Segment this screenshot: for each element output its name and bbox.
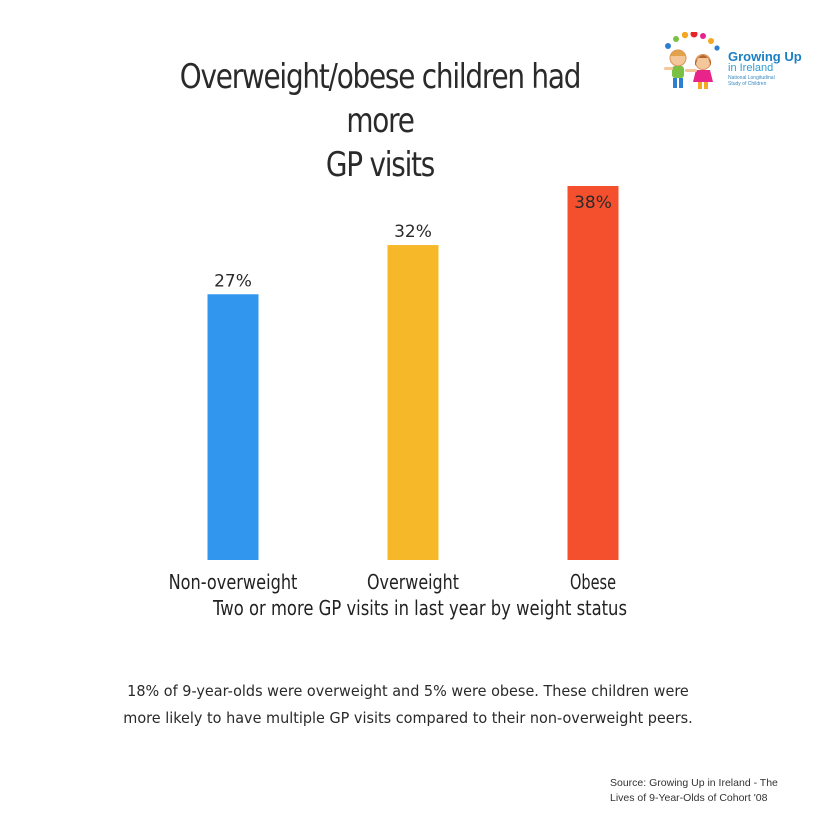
growing-up-in-ireland-logo: Growing Up in Ireland National Longitudi… <box>658 30 802 92</box>
source-line-1: Source: Growing Up in Ireland - The <box>610 777 778 789</box>
category-label-overweight: Overweight <box>367 570 459 594</box>
source-line-2: Lives of 9-Year-Olds of Cohort '08 <box>610 792 768 804</box>
children-figures-icon <box>664 30 720 89</box>
category-label-obese: Obese <box>570 570 616 594</box>
logo-name: Growing Up <box>728 49 802 64</box>
chart-title-line-2: GP visits <box>325 145 435 185</box>
chart-title: Overweight/obese children had more GP vi… <box>150 55 609 187</box>
bar-non-overweight <box>207 294 259 560</box>
value-label-obese: 38% <box>574 193 612 213</box>
logo-tagline: National Longitudinal Study of Children <box>728 75 775 87</box>
bar-overweight <box>387 245 439 561</box>
chart-title-line-1: Overweight/obese children had more <box>179 57 582 141</box>
logo-name-sub: in Ireland <box>728 62 774 74</box>
value-label-non-overweight: 27% <box>214 271 252 291</box>
caption-text: 18% of 9-year-olds were overweight and 5… <box>123 682 693 727</box>
bar-obese <box>567 186 619 560</box>
category-label-non-overweight: Non-overweight <box>169 570 298 594</box>
x-axis-title: Two or more GP visits in last year by we… <box>213 596 627 620</box>
source-note: Source: Growing Up in Ireland - The Live… <box>610 776 800 806</box>
value-label-overweight: 32% <box>394 222 432 242</box>
